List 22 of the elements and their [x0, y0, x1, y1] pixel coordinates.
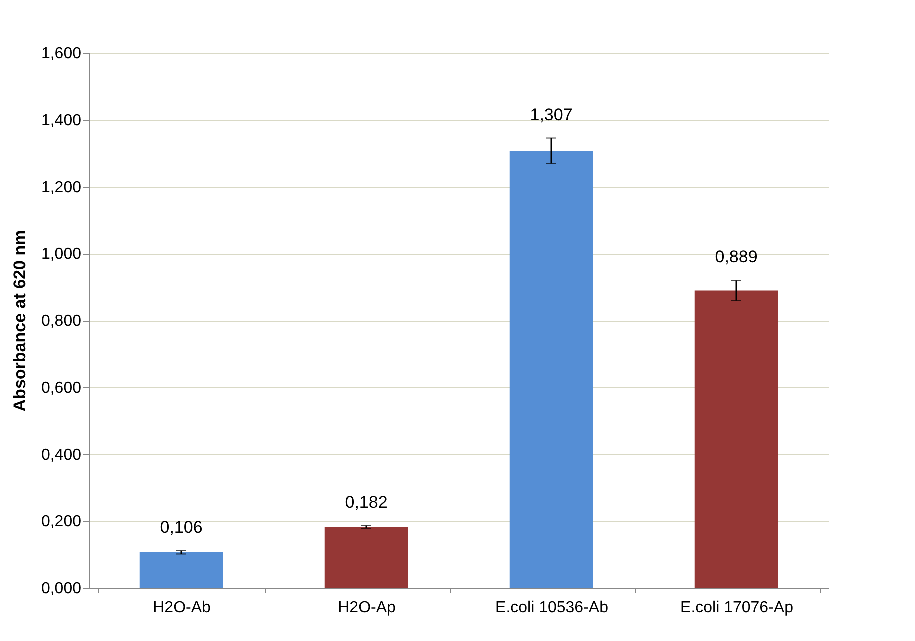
y-tick-label: 0,400 [41, 446, 82, 464]
y-tick-label: 1,600 [41, 46, 82, 62]
data-label: 0,106 [160, 518, 203, 537]
data-label: 1,307 [530, 105, 573, 124]
data-label: 0,889 [715, 248, 758, 267]
y-tick-label: 1,200 [41, 179, 82, 196]
x-tick-label: E.coli 10536-Ab [496, 600, 609, 616]
bar [140, 552, 224, 588]
y-axis-title: Absorbance at 620 nm [10, 230, 30, 412]
x-tick-label: H2O-Ab [153, 600, 211, 616]
bar [510, 150, 594, 588]
x-tick-label: H2O-Ap [338, 600, 396, 616]
data-label: 0,182 [345, 492, 388, 512]
y-tick-label: 1,000 [41, 246, 82, 264]
bar [694, 290, 778, 588]
x-tick-label: E.coli 17076-Ap [680, 600, 794, 616]
y-tick-label: 0,800 [41, 313, 82, 330]
y-tick-label: 1,400 [41, 112, 82, 130]
y-tick-label: 0,600 [41, 380, 82, 397]
bar [324, 527, 408, 588]
y-tick-label: 0,200 [41, 514, 82, 531]
y-tick-label: 0,000 [41, 580, 82, 598]
